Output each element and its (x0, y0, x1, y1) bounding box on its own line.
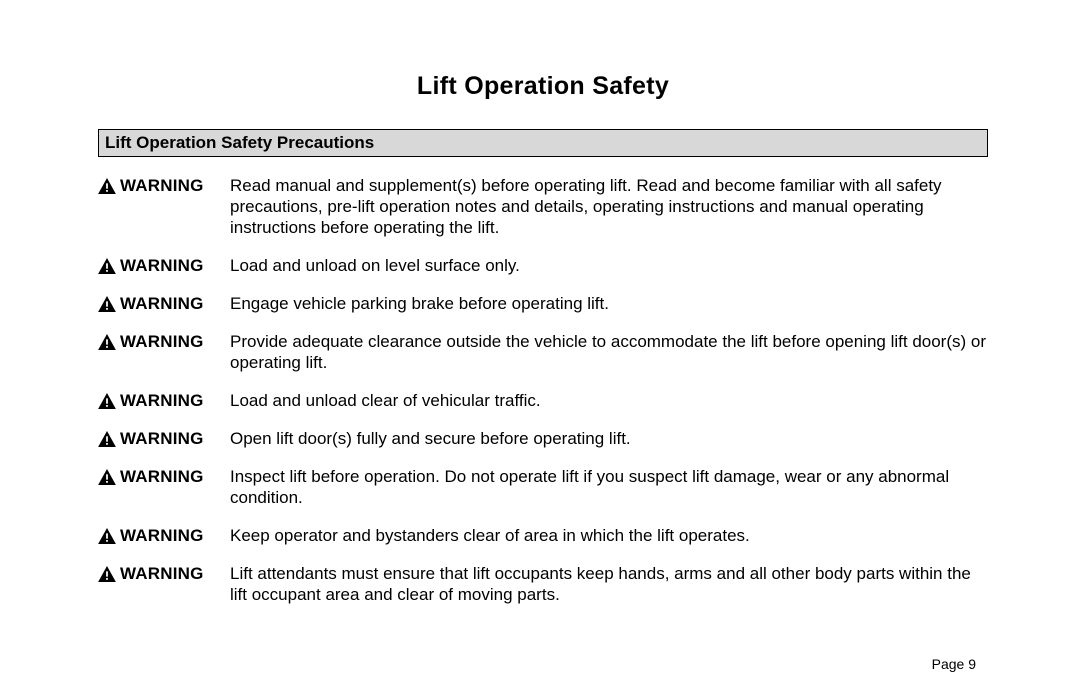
warning-text: Load and unload clear of vehicular traff… (230, 390, 988, 411)
warnings-list: WARNING Read manual and supplement(s) be… (98, 175, 988, 605)
warning-row: WARNING Load and unload on level surface… (98, 255, 988, 276)
warning-label-text: WARNING (120, 466, 204, 487)
warning-label-text: WARNING (120, 563, 204, 584)
warning-label-text: WARNING (120, 525, 204, 546)
warning-row: WARNING Provide adequate clearance outsi… (98, 331, 988, 373)
warning-text: Inspect lift before operation. Do not op… (230, 466, 988, 508)
warning-triangle-icon (98, 296, 116, 312)
warning-text: Read manual and supplement(s) before ope… (230, 175, 988, 238)
warning-triangle-icon (98, 528, 116, 544)
page-title: Lift Operation Safety (98, 72, 988, 101)
warning-label: WARNING (98, 428, 230, 449)
page-number: Page 9 (932, 656, 976, 672)
warning-label: WARNING (98, 255, 230, 276)
warning-triangle-icon (98, 178, 116, 194)
warning-label: WARNING (98, 175, 230, 196)
warning-text: Load and unload on level surface only. (230, 255, 988, 276)
warning-row: WARNING Open lift door(s) fully and secu… (98, 428, 988, 449)
warning-label-text: WARNING (120, 175, 204, 196)
warning-triangle-icon (98, 566, 116, 582)
warning-label: WARNING (98, 331, 230, 352)
warning-triangle-icon (98, 469, 116, 485)
warning-label-text: WARNING (120, 331, 204, 352)
warning-row: WARNING Read manual and supplement(s) be… (98, 175, 988, 238)
warning-label-text: WARNING (120, 255, 204, 276)
warning-triangle-icon (98, 334, 116, 350)
warning-triangle-icon (98, 431, 116, 447)
warning-row: WARNING Engage vehicle parking brake bef… (98, 293, 988, 314)
warning-text: Provide adequate clearance outside the v… (230, 331, 988, 373)
warning-label-text: WARNING (120, 293, 204, 314)
warning-text: Lift attendants must ensure that lift oc… (230, 563, 988, 605)
warning-row: WARNING Inspect lift before operation. D… (98, 466, 988, 508)
warning-label: WARNING (98, 466, 230, 487)
warning-triangle-icon (98, 393, 116, 409)
section-header: Lift Operation Safety Precautions (98, 129, 988, 157)
warning-label-text: WARNING (120, 428, 204, 449)
warning-row: WARNING Lift attendants must ensure that… (98, 563, 988, 605)
warning-text: Keep operator and bystanders clear of ar… (230, 525, 988, 546)
warning-label: WARNING (98, 563, 230, 584)
warning-row: WARNING Load and unload clear of vehicul… (98, 390, 988, 411)
warning-label: WARNING (98, 525, 230, 546)
warning-triangle-icon (98, 258, 116, 274)
warning-label-text: WARNING (120, 390, 204, 411)
page-container: Lift Operation Safety Lift Operation Saf… (0, 0, 1080, 698)
warning-label: WARNING (98, 293, 230, 314)
warning-text: Open lift door(s) fully and secure befor… (230, 428, 988, 449)
warning-row: WARNING Keep operator and bystanders cle… (98, 525, 988, 546)
warning-label: WARNING (98, 390, 230, 411)
warning-text: Engage vehicle parking brake before oper… (230, 293, 988, 314)
